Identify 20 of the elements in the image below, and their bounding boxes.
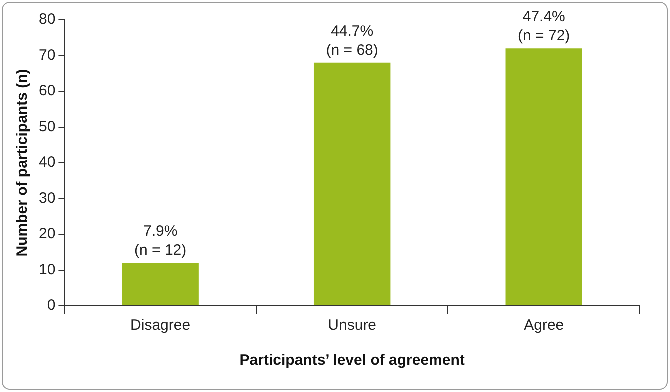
data-label: 47.4% (n = 72) [518, 8, 570, 45]
y-tick-label: 50 [38, 118, 56, 136]
data-label: 7.9% (n = 12) [134, 223, 187, 260]
bar [122, 263, 199, 306]
bar [314, 62, 391, 306]
x-tick-label: Unsure [328, 317, 377, 334]
y-tick-label: 60 [38, 82, 56, 100]
y-tick-label: 30 [38, 190, 56, 207]
y-axis-title: Number of participants (n) [14, 69, 32, 257]
x-tick-label: Disagree [130, 317, 191, 334]
y-tick-label: 20 [38, 226, 56, 243]
y-tick-label: 0 [47, 297, 56, 314]
y-tick-label: 40 [38, 154, 56, 172]
x-axis-title: Participants’ level of agreement [240, 352, 465, 370]
y-tick-label: 10 [38, 261, 56, 278]
y-tick-label: 80 [38, 11, 56, 28]
data-label: 44.7% (n = 68) [326, 22, 378, 59]
x-tick-label: Agree [524, 317, 564, 334]
bar [506, 48, 582, 306]
y-tick-label: 70 [38, 46, 56, 64]
